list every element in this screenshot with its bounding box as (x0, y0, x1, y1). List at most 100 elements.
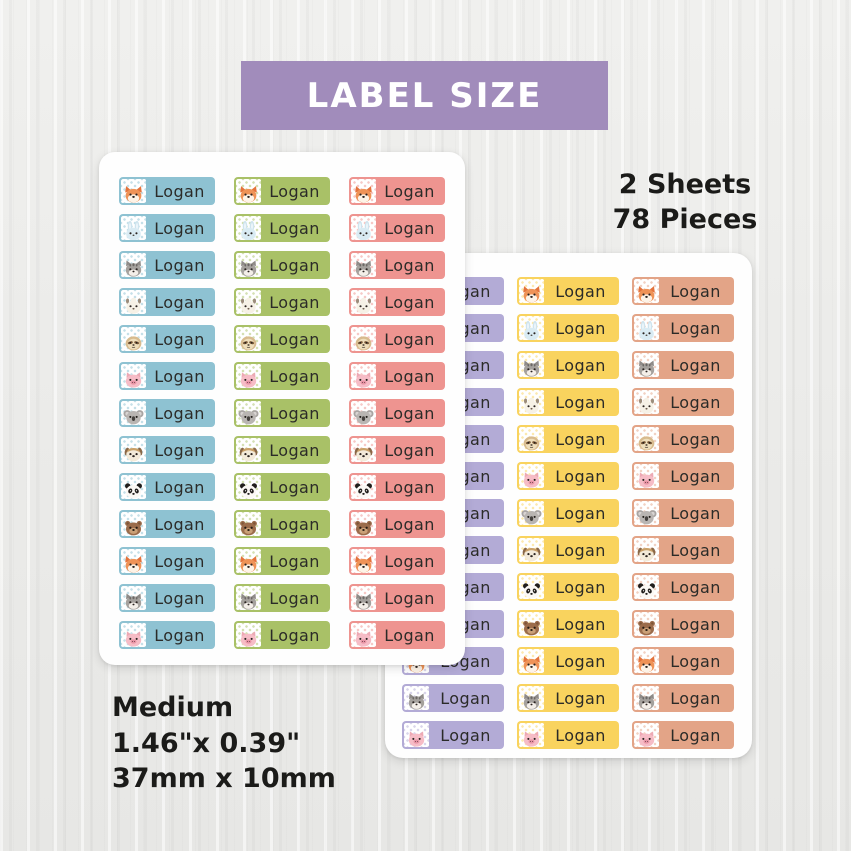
name-label: Logan (349, 621, 445, 649)
cat-icon (121, 586, 146, 610)
fox-icon (519, 649, 544, 673)
label-name-text: Logan (440, 688, 491, 708)
name-label: Logan (234, 473, 330, 501)
koala-icon (236, 401, 261, 425)
label-name-text: Logan (269, 292, 320, 312)
name-label: Logan (119, 362, 215, 390)
banner-title: LABEL SIZE (306, 75, 543, 116)
sheet-count-info: 2 Sheets 78 Pieces (605, 167, 765, 237)
label-name-text: Logan (154, 625, 205, 645)
name-label: Logan (632, 573, 734, 601)
name-label: Logan (632, 277, 734, 305)
pig-icon (236, 623, 261, 647)
name-label: Logan (349, 473, 445, 501)
cat-icon (634, 353, 659, 377)
name-label: Logan (517, 388, 619, 416)
label-name-text: Logan (269, 218, 320, 238)
dog-icon (121, 438, 146, 462)
name-label: Logan (119, 325, 215, 353)
panda-icon (236, 475, 261, 499)
label-name-text: Logan (384, 366, 435, 386)
name-label: Logan (632, 647, 734, 675)
size-inches: 1.46"x 0.39" (112, 727, 301, 759)
bear-icon (351, 512, 376, 536)
name-label: Logan (234, 177, 330, 205)
label-name-text: Logan (440, 725, 491, 745)
name-label: Logan (349, 177, 445, 205)
label-name-text: Logan (154, 218, 205, 238)
name-label: Logan (349, 214, 445, 242)
name-label: Logan (517, 610, 619, 638)
label-name-text: Logan (670, 614, 721, 634)
label-name-text: Logan (154, 477, 205, 497)
label-name-text: Logan (555, 429, 606, 449)
label-name-text: Logan (269, 625, 320, 645)
label-name-text: Logan (269, 181, 320, 201)
banner: LABEL SIZE (241, 61, 608, 130)
pig-icon (404, 723, 429, 747)
label-name-text: Logan (269, 366, 320, 386)
fox-icon (519, 279, 544, 303)
label-name-text: Logan (384, 477, 435, 497)
label-name-text: Logan (154, 292, 205, 312)
fox-icon (634, 279, 659, 303)
panda-icon (634, 575, 659, 599)
cat-icon (519, 686, 544, 710)
label-name-text: Logan (269, 588, 320, 608)
name-label: Logan (234, 584, 330, 612)
label-name-text: Logan (154, 403, 205, 423)
label-name-text: Logan (384, 403, 435, 423)
name-label: Logan (234, 288, 330, 316)
pig-icon (519, 464, 544, 488)
bunny-icon (121, 216, 146, 240)
name-label: Logan (234, 399, 330, 427)
name-label: Logan (349, 362, 445, 390)
name-label: Logan (349, 510, 445, 538)
koala-icon (351, 401, 376, 425)
label-name-text: Logan (154, 588, 205, 608)
bear-icon (121, 512, 146, 536)
name-label: Logan (517, 462, 619, 490)
name-label: Logan (234, 436, 330, 464)
name-label: Logan (517, 647, 619, 675)
fox-icon (121, 549, 146, 573)
name-label: Logan (234, 621, 330, 649)
name-label: Logan (632, 462, 734, 490)
fox-icon (121, 179, 146, 203)
label-name-text: Logan (384, 329, 435, 349)
label-name-text: Logan (384, 218, 435, 238)
label-name-text: Logan (384, 588, 435, 608)
fox-icon (236, 549, 261, 573)
label-name-text: Logan (555, 651, 606, 671)
fox-icon (236, 179, 261, 203)
label-name-text: Logan (269, 551, 320, 571)
name-label: Logan (349, 584, 445, 612)
panda-icon (351, 475, 376, 499)
fox-icon (351, 549, 376, 573)
cat-icon (236, 253, 261, 277)
name-label: Logan (119, 399, 215, 427)
llama-icon (121, 290, 146, 314)
name-label: Logan (349, 325, 445, 353)
label-name-text: Logan (384, 255, 435, 275)
name-label: Logan (517, 721, 619, 749)
name-label: Logan (517, 499, 619, 527)
name-label: Logan (119, 584, 215, 612)
name-label: Logan (632, 499, 734, 527)
name-label: Logan (632, 314, 734, 342)
name-label: Logan (119, 473, 215, 501)
label-name-text: Logan (154, 440, 205, 460)
bunny-icon (236, 216, 261, 240)
name-label: Logan (234, 547, 330, 575)
name-label: Logan (119, 621, 215, 649)
sloth-icon (351, 327, 376, 351)
label-name-text: Logan (670, 651, 721, 671)
name-label: Logan (349, 399, 445, 427)
name-label: Logan (632, 610, 734, 638)
label-name-text: Logan (670, 540, 721, 560)
name-label: Logan (119, 510, 215, 538)
label-name-text: Logan (154, 366, 205, 386)
label-sheet-front: Logan Logan Logan Logan Logan Logan Logan Logan… (99, 152, 465, 665)
name-label: Logan (517, 536, 619, 564)
name-label: Logan (119, 288, 215, 316)
